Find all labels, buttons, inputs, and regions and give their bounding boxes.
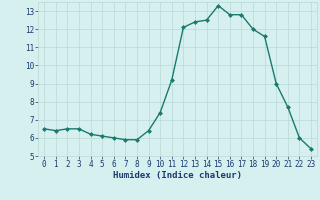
X-axis label: Humidex (Indice chaleur): Humidex (Indice chaleur) [113, 171, 242, 180]
